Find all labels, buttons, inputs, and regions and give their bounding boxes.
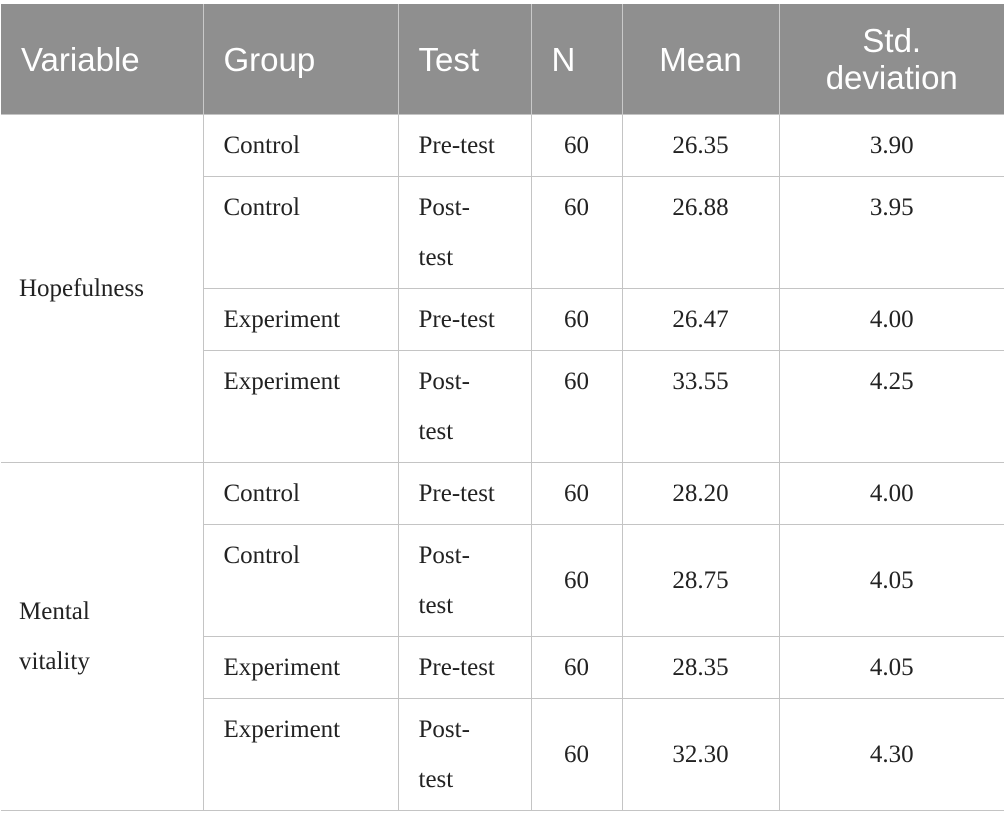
mean-cell: 28.75 bbox=[621, 524, 780, 637]
header-std-line2: deviation bbox=[825, 59, 958, 96]
sd-cell: 4.05 bbox=[778, 636, 1004, 699]
n-cell: 60 bbox=[530, 698, 623, 811]
variable-cell: Hopefulness bbox=[1, 114, 204, 463]
header-row: Variable Group Test N Mean Std. deviation bbox=[1, 4, 1004, 115]
group-cell: Experiment bbox=[202, 288, 399, 351]
header-test: Test bbox=[398, 4, 532, 115]
test-cell: Pre-test bbox=[397, 114, 532, 177]
test-cell: Post-test bbox=[397, 524, 532, 637]
n-cell: 60 bbox=[530, 288, 623, 351]
test-cell: Pre-test bbox=[397, 636, 532, 699]
sd-cell: 3.95 bbox=[778, 176, 1004, 289]
variable-label: Mental vitality bbox=[19, 597, 90, 675]
group-cell: Experiment bbox=[202, 698, 399, 811]
test-cell: Pre-test bbox=[397, 288, 532, 351]
group-cell: Control bbox=[202, 462, 399, 525]
header-variable: Variable bbox=[1, 4, 204, 115]
sd-cell: 3.90 bbox=[778, 114, 1004, 177]
header-std-deviation: Std. deviation bbox=[779, 4, 1004, 115]
mean-cell: 28.35 bbox=[621, 636, 780, 699]
mean-cell: 32.30 bbox=[621, 698, 780, 811]
group-cell: Control bbox=[202, 176, 399, 289]
n-cell: 60 bbox=[530, 462, 623, 525]
mean-cell: 26.35 bbox=[621, 114, 780, 177]
mean-cell: 28.20 bbox=[621, 462, 780, 525]
table-row: Experiment Pre-test 60 28.35 4.05 bbox=[1, 636, 1004, 699]
table-row: Hopefulness Control Pre-test 60 26.35 3.… bbox=[1, 114, 1004, 463]
table-row: Mental vitality Control Pre-test 60 28.2… bbox=[1, 462, 1004, 811]
header-std-line1: Std. bbox=[862, 22, 922, 59]
group-cell: Control bbox=[202, 114, 399, 177]
header-n: N bbox=[531, 4, 623, 115]
variable-cell: Mental vitality bbox=[1, 462, 204, 811]
n-cell: 60 bbox=[530, 524, 623, 637]
mean-cell: 33.55 bbox=[621, 350, 780, 463]
group-cell: Control bbox=[202, 524, 399, 637]
group-cell: Experiment bbox=[202, 350, 399, 463]
mean-cell: 26.88 bbox=[621, 176, 780, 289]
table-row: Control Post-test 60 26.88 3.95 bbox=[1, 176, 1004, 289]
header-group: Group bbox=[203, 4, 399, 115]
statistics-table: Variable Group Test N Mean Std. deviation… bbox=[1, 4, 1004, 811]
test-cell: Pre-test bbox=[397, 462, 532, 525]
table-body: Hopefulness Control Pre-test 60 26.35 3.… bbox=[1, 114, 1004, 811]
n-cell: 60 bbox=[530, 176, 623, 289]
table-row: Experiment Post-test 60 33.55 4.25 bbox=[1, 350, 1004, 463]
sd-cell: 4.30 bbox=[778, 698, 1004, 811]
table-row: Experiment Pre-test 60 26.47 4.00 bbox=[1, 288, 1004, 351]
mean-cell: 26.47 bbox=[621, 288, 780, 351]
n-cell: 60 bbox=[530, 350, 623, 463]
sd-cell: 4.00 bbox=[778, 462, 1004, 525]
test-cell: Post-test bbox=[397, 698, 532, 811]
table-row: Experiment Post-test 60 32.30 4.30 bbox=[1, 698, 1004, 811]
test-cell: Post-test bbox=[397, 350, 532, 463]
group-cell: Experiment bbox=[202, 636, 399, 699]
n-cell: 60 bbox=[530, 636, 623, 699]
test-cell: Post-test bbox=[397, 176, 532, 289]
sd-cell: 4.25 bbox=[778, 350, 1004, 463]
sd-cell: 4.00 bbox=[778, 288, 1004, 351]
header-mean: Mean bbox=[622, 4, 780, 115]
table-header: Variable Group Test N Mean Std. deviation bbox=[1, 4, 1004, 115]
n-cell: 60 bbox=[530, 114, 623, 177]
sd-cell: 4.05 bbox=[778, 524, 1004, 637]
